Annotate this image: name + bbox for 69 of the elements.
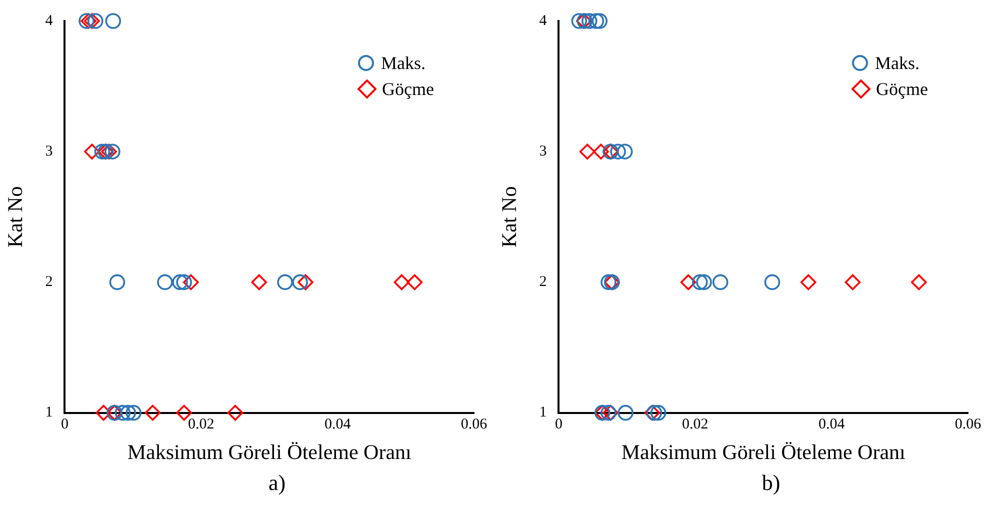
- y-axis-title: Kat No: [497, 186, 522, 248]
- y-tick-label: 4: [539, 12, 548, 29]
- point: [109, 274, 126, 290]
- point: [172, 274, 188, 290]
- point: [600, 274, 616, 290]
- point: [582, 13, 598, 29]
- legend-label: Maks.: [381, 52, 426, 74]
- point: [183, 274, 199, 290]
- point: [277, 274, 293, 290]
- point: [88, 13, 104, 29]
- x-tick-label: 0.04: [324, 416, 352, 433]
- text: b): [760, 470, 782, 496]
- point: [406, 274, 423, 290]
- x-axis-title: Maksimum Göreli Öteleme Oranı: [621, 440, 906, 464]
- y-tick-label: 3: [45, 144, 53, 160]
- point: [844, 274, 861, 290]
- point: [610, 144, 626, 160]
- point: [84, 144, 100, 160]
- point: [157, 274, 173, 290]
- point: [800, 274, 816, 290]
- x-tick-label: 0.06: [954, 416, 982, 433]
- point: [176, 274, 192, 290]
- y-tick-label: 2: [539, 274, 547, 290]
- point: [680, 274, 696, 290]
- point: [126, 404, 142, 421]
- x-tick-label: 0.04: [818, 416, 846, 433]
- y-tick-label: 4: [45, 12, 54, 29]
- point: [592, 13, 608, 29]
- point: [616, 144, 633, 160]
- point: [227, 404, 244, 421]
- point: [394, 274, 410, 290]
- y-tick-label: 1: [539, 404, 547, 421]
- y-tick-label: 1: [45, 404, 53, 421]
- x-tick-label: 0: [60, 416, 68, 433]
- point: [696, 274, 712, 290]
- point: [571, 13, 588, 29]
- x-tick-label: 0.02: [188, 416, 214, 433]
- point: [692, 274, 708, 290]
- point: [298, 274, 314, 290]
- y-axis-title: Kat No: [3, 186, 28, 248]
- x-axis-title: Maksimum Göreli Öteleme Oranı: [127, 440, 412, 464]
- x-tick-label: 0.06: [460, 416, 488, 433]
- point: [101, 144, 117, 160]
- point: [96, 404, 112, 421]
- point: [579, 144, 596, 160]
- y-tick-label: 2: [45, 274, 53, 290]
- legend-label: Maks.: [875, 52, 920, 74]
- point: [251, 274, 268, 290]
- point: [618, 404, 634, 421]
- y-tick-label: 3: [539, 144, 547, 160]
- x-tick-label: 0.02: [682, 416, 708, 433]
- point: [94, 144, 110, 160]
- point: [144, 404, 161, 421]
- point: [114, 404, 131, 421]
- text: a): [267, 470, 287, 496]
- point: [650, 404, 666, 421]
- legend-label: Göçme: [382, 78, 434, 100]
- point: [764, 274, 780, 290]
- point: [292, 274, 308, 290]
- point: [84, 13, 100, 29]
- x-tick-label: 0: [554, 416, 562, 433]
- point: [120, 404, 136, 421]
- legend-label: Göçme: [876, 78, 928, 100]
- point: [104, 144, 120, 160]
- point: [105, 13, 122, 29]
- point: [910, 274, 927, 290]
- point: [588, 13, 604, 29]
- point: [712, 274, 728, 290]
- point: [593, 144, 609, 160]
